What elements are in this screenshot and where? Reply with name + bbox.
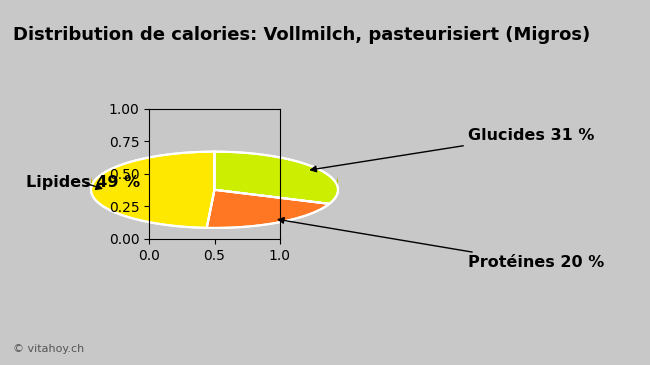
Polygon shape <box>91 175 207 228</box>
Text: Lipides 49 %: Lipides 49 % <box>26 175 140 190</box>
Text: Glucides 31 %: Glucides 31 % <box>311 127 594 172</box>
Polygon shape <box>91 152 214 228</box>
Polygon shape <box>330 175 338 204</box>
Text: © vitahoy.ch: © vitahoy.ch <box>13 344 84 354</box>
Polygon shape <box>207 189 330 228</box>
Polygon shape <box>214 152 338 204</box>
Text: Protéines 20 %: Protéines 20 % <box>278 218 604 270</box>
Text: Distribution de calories: Vollmilch, pasteurisiert (Migros): Distribution de calories: Vollmilch, pas… <box>13 26 590 43</box>
Polygon shape <box>207 190 330 228</box>
